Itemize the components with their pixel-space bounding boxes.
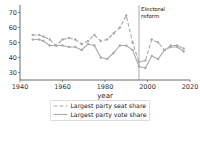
y-tick-label: 30 [9,69,17,77]
series-marker [125,44,127,46]
series-marker [131,49,133,51]
series-marker [170,46,172,48]
legend-swatch [53,114,67,115]
legend-label: Largest party seat share [70,102,146,110]
y-tick-label: 70 [9,9,17,17]
legend-swatch [53,105,67,106]
series-marker [157,41,159,43]
annotation-line: reform [141,13,159,19]
series-marker [32,34,34,36]
series-marker [112,52,114,54]
y-tick [18,12,20,13]
y-tick [18,72,20,73]
reform-line [139,5,140,80]
series-marker [151,55,153,57]
series-marker [74,46,76,48]
series-marker [55,44,57,46]
x-axis-label: year [97,92,113,100]
series-marker [68,46,70,48]
series-marker [163,49,165,51]
x-tick-label: 2020 [182,83,199,91]
series-marker [80,43,82,45]
x-tick [190,80,191,82]
series-marker [87,43,89,45]
series-marker [163,49,165,51]
series-marker [151,38,153,40]
legend-box [50,101,149,121]
series-marker [49,44,51,46]
x-tick [62,80,63,82]
series-marker [157,58,159,60]
y-tick [18,27,20,28]
series-marker [100,56,102,58]
series-marker [93,44,95,46]
legend-label: Largest party vote share [70,111,146,119]
y-tick-label: 60 [9,24,17,32]
series-marker [144,59,146,61]
series-marker [80,49,82,51]
x-tick [20,80,21,82]
series-marker [49,38,51,40]
series-marker [55,44,57,46]
series-marker [182,50,184,52]
series-marker [138,65,140,67]
x-tick-label: 2000 [139,83,156,91]
series-marker [68,37,70,39]
y-tick-label: 50 [9,39,17,47]
legend: Largest party seat shareLargest party vo… [50,101,149,121]
x-tick [105,80,106,82]
x-tick [147,80,148,82]
chart: 30 40 50 60 70 1940 1960 1980 2000 2020 year Electo… [0,0,200,141]
y-tick-label: 40 [9,54,17,62]
series-marker [42,40,44,42]
annotation: Electoralreform [141,6,166,19]
series-marker [119,26,121,28]
series-marker [61,44,63,46]
series-marker [74,38,76,40]
series-marker [125,14,127,16]
plot-area [32,5,185,80]
series-marker [131,41,133,43]
series-marker [144,67,146,69]
annotation-line: Electoral [141,6,166,12]
series-marker [32,38,34,40]
series-marker [42,35,44,37]
series-marker [106,58,108,60]
series-marker [38,34,40,36]
series-marker [61,38,63,40]
series-marker [176,46,178,48]
series-line [33,40,184,69]
series-marker [87,40,89,42]
y-tick [18,42,20,43]
x-tick-label: 1960 [54,83,71,91]
series-marker [119,44,121,46]
y-tick [18,57,20,58]
series-marker [106,38,108,40]
series-marker [93,34,95,36]
series-marker [182,47,184,49]
x-tick-label: 1940 [12,83,29,91]
series-marker [38,38,40,40]
x-tick-label: 1980 [97,83,114,91]
series-marker [100,40,102,42]
series-marker [112,32,114,34]
